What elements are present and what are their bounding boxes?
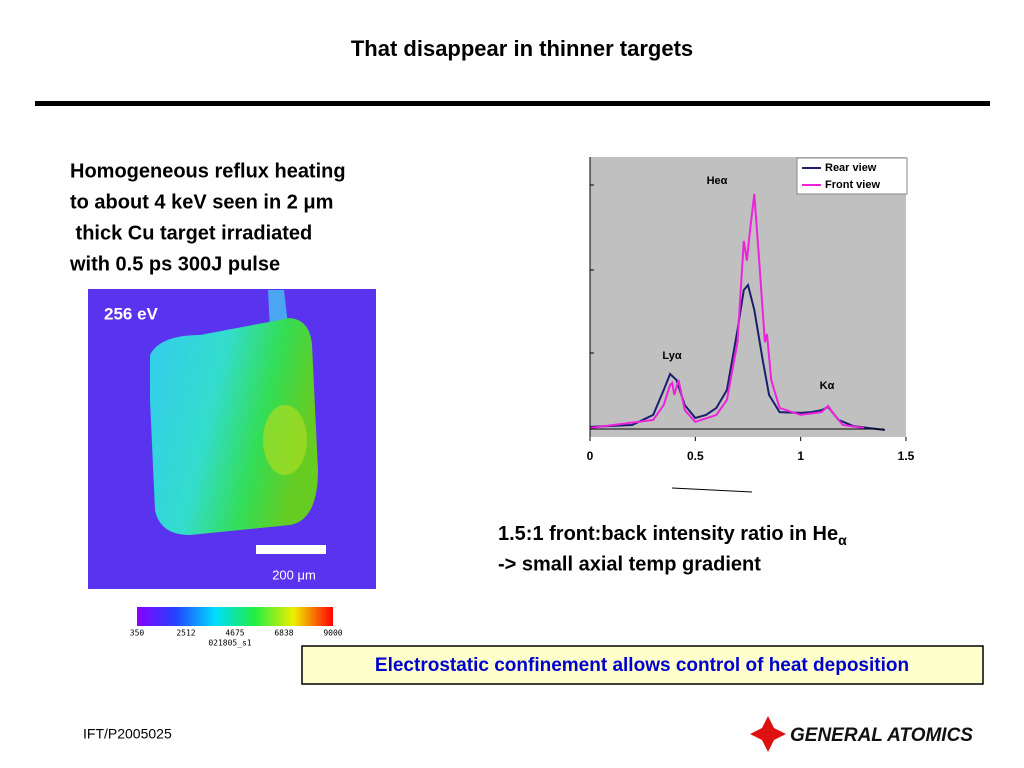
x-tick-label: 1 [797, 449, 804, 463]
logo-mark [750, 716, 786, 752]
series-line [589, 193, 865, 429]
colorbar-tick: 4675 [225, 629, 244, 638]
body-text: Homogeneous reflux heating to about 4 ke… [69, 160, 346, 275]
colorbar [137, 607, 333, 626]
legend-label: Front view [825, 179, 880, 191]
scale-bar [256, 545, 326, 554]
hotspot [263, 405, 307, 475]
chart: 0 0.5 1 1.5 Heα Lyα Kα Rear view Front view [587, 157, 915, 463]
title-rule [35, 101, 990, 106]
scale-label: 200 μm [272, 567, 316, 582]
annotation: Kα [820, 380, 835, 392]
colorbar-tick: 6838 [274, 629, 293, 638]
stray-line [671, 487, 753, 493]
x-tick-label: 0.5 [687, 449, 704, 463]
annotation: Heα [707, 175, 728, 187]
colorbar-tick: 2512 [176, 629, 195, 638]
caption-text: 1.5:1 front:back intensity ratio in He [498, 523, 838, 545]
legend-box [796, 157, 908, 195]
heatmap: 256 eV 200 μm [88, 289, 376, 589]
caption-line: -> small axial temp gradient [498, 553, 761, 575]
colorbar-id: 021805_s1 [208, 639, 252, 648]
colorbar-tick: 350 [130, 629, 145, 638]
x-tick-label: 1.5 [898, 449, 915, 463]
target [150, 318, 318, 535]
caption: 1.5:1 front:back intensity ratio in Heα … [498, 523, 847, 575]
colorbar-tick: 9000 [323, 629, 342, 638]
caption-line: 1.5:1 front:back intensity ratio in Heα [498, 523, 847, 547]
footer: IFT/P2005025 [83, 726, 172, 742]
body-line: Homogeneous reflux heating [70, 160, 346, 182]
callout-text: Electrostatic confinement allows control… [375, 655, 909, 676]
logo-text: GENERAL ATOMICS [790, 725, 973, 746]
x-tick-label: 0 [587, 449, 594, 463]
series-line [589, 282, 886, 431]
callout-box [301, 645, 984, 685]
annotation: Lyα [662, 350, 681, 362]
image-label: 256 eV [104, 304, 159, 323]
legend-label: Rear view [825, 162, 877, 174]
caption-sub: α [838, 532, 847, 548]
body-line: thick Cu target irradiated [70, 222, 312, 244]
body-line: to about 4 keV seen in 2 μm [70, 191, 333, 213]
slide-title: That disappear in thinner targets [351, 36, 693, 61]
plot-area [590, 157, 906, 437]
body-line: with 0.5 ps 300J pulse [69, 253, 280, 275]
